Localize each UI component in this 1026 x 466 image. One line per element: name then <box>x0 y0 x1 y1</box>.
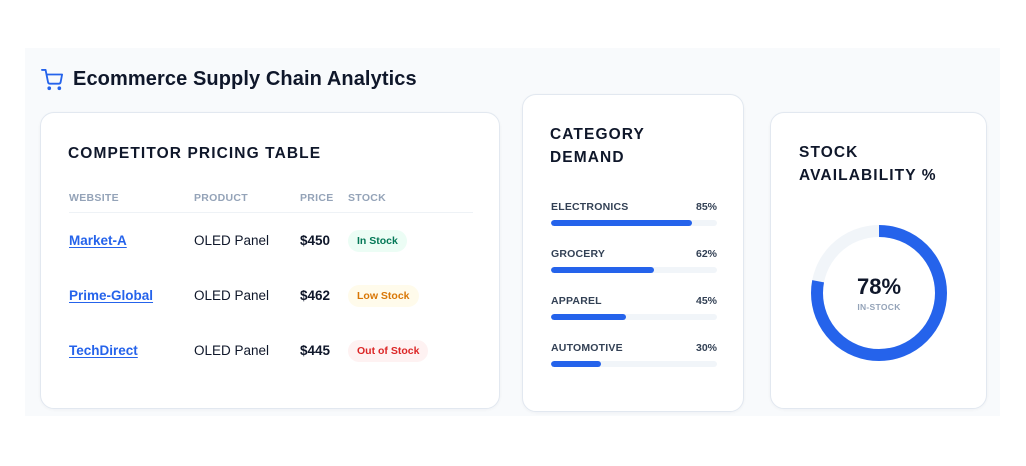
column-header-stock: Stock <box>348 191 387 204</box>
demand-bar-track <box>551 267 717 273</box>
page-header: Ecommerce Supply Chain Analytics <box>41 68 417 91</box>
table-row: TechDirect OLED Panel $445 Out of Stock <box>69 323 473 378</box>
donut-arc <box>811 225 947 361</box>
website-link[interactable]: TechDirect <box>69 342 138 358</box>
demand-bar-value: 45% <box>695 295 717 307</box>
demand-bar-value: 30% <box>695 342 717 354</box>
demand-bar-label: GROCERY <box>551 248 606 260</box>
demand-bar-label: ELECTRONICS <box>551 201 629 213</box>
demand-bar-track <box>551 361 717 367</box>
page-title: Ecommerce Supply Chain Analytics <box>73 68 417 90</box>
stock-percent-value: 78% <box>856 274 902 299</box>
demand-bar-list: ELECTRONICS 85% GROCERY 62% APPAREL 45% <box>551 198 717 386</box>
category-demand-card: Category Demand ELECTRONICS 85% GROCERY … <box>522 94 744 412</box>
stock-status-badge: In Stock <box>348 229 407 252</box>
stock-status-badge: Out of Stock <box>348 339 429 362</box>
product-cell: OLED Panel <box>194 288 270 303</box>
table-row: Prime-Global OLED Panel $462 Low Stock <box>69 268 473 323</box>
shopping-cart-icon <box>41 68 63 91</box>
price-cell: $445 <box>300 343 331 358</box>
demand-bar-label: APPAREL <box>551 295 602 307</box>
stock-donut-chart: 78% IN-STOCK <box>809 223 949 363</box>
price-cell: $450 <box>300 233 331 248</box>
table-header: Website Product Price Stock <box>69 183 473 213</box>
column-header-website: Website <box>69 191 119 204</box>
demand-bar-fill <box>551 361 601 367</box>
demand-bar-track <box>551 314 717 320</box>
stock-percent-label: IN-STOCK <box>857 302 901 312</box>
demand-bar-value: 62% <box>695 248 717 260</box>
price-cell: $462 <box>300 288 331 303</box>
dashboard: Ecommerce Supply Chain Analytics Competi… <box>25 48 1000 416</box>
product-cell: OLED Panel <box>194 233 270 248</box>
column-header-price: Price <box>300 191 334 204</box>
product-cell: OLED Panel <box>194 343 270 358</box>
demand-bar-fill <box>551 314 626 320</box>
website-link[interactable]: Market-A <box>69 232 127 248</box>
demand-bar-fill <box>551 220 693 226</box>
demand-bar-fill <box>551 267 654 273</box>
column-header-product: Product <box>194 191 249 204</box>
demand-bar-value: 85% <box>695 201 717 213</box>
demand-bar-item: ELECTRONICS 85% <box>551 198 717 245</box>
pricing-table: Website Product Price Stock Market-A OLE… <box>69 183 473 378</box>
stock-availability-card: Stock Availability % 78% IN-STOCK <box>770 112 987 409</box>
table-row: Market-A OLED Panel $450 In Stock <box>69 213 473 268</box>
stock-status-badge: Low Stock <box>348 284 419 307</box>
pricing-card-title: Competitor Pricing Table <box>68 145 322 162</box>
demand-bar-item: GROCERY 62% <box>551 245 717 292</box>
demand-bar-label: AUTOMOTIVE <box>551 342 623 354</box>
demand-bar-track <box>551 220 717 226</box>
demand-bar-item: AUTOMOTIVE 30% <box>551 339 717 386</box>
demand-card-title: Category Demand <box>550 126 645 166</box>
competitor-pricing-card: Competitor Pricing Table Website Product… <box>40 112 500 409</box>
website-link[interactable]: Prime-Global <box>69 287 154 303</box>
demand-bar-item: APPAREL 45% <box>551 292 717 339</box>
stock-card-title: Stock Availability % <box>799 144 937 184</box>
